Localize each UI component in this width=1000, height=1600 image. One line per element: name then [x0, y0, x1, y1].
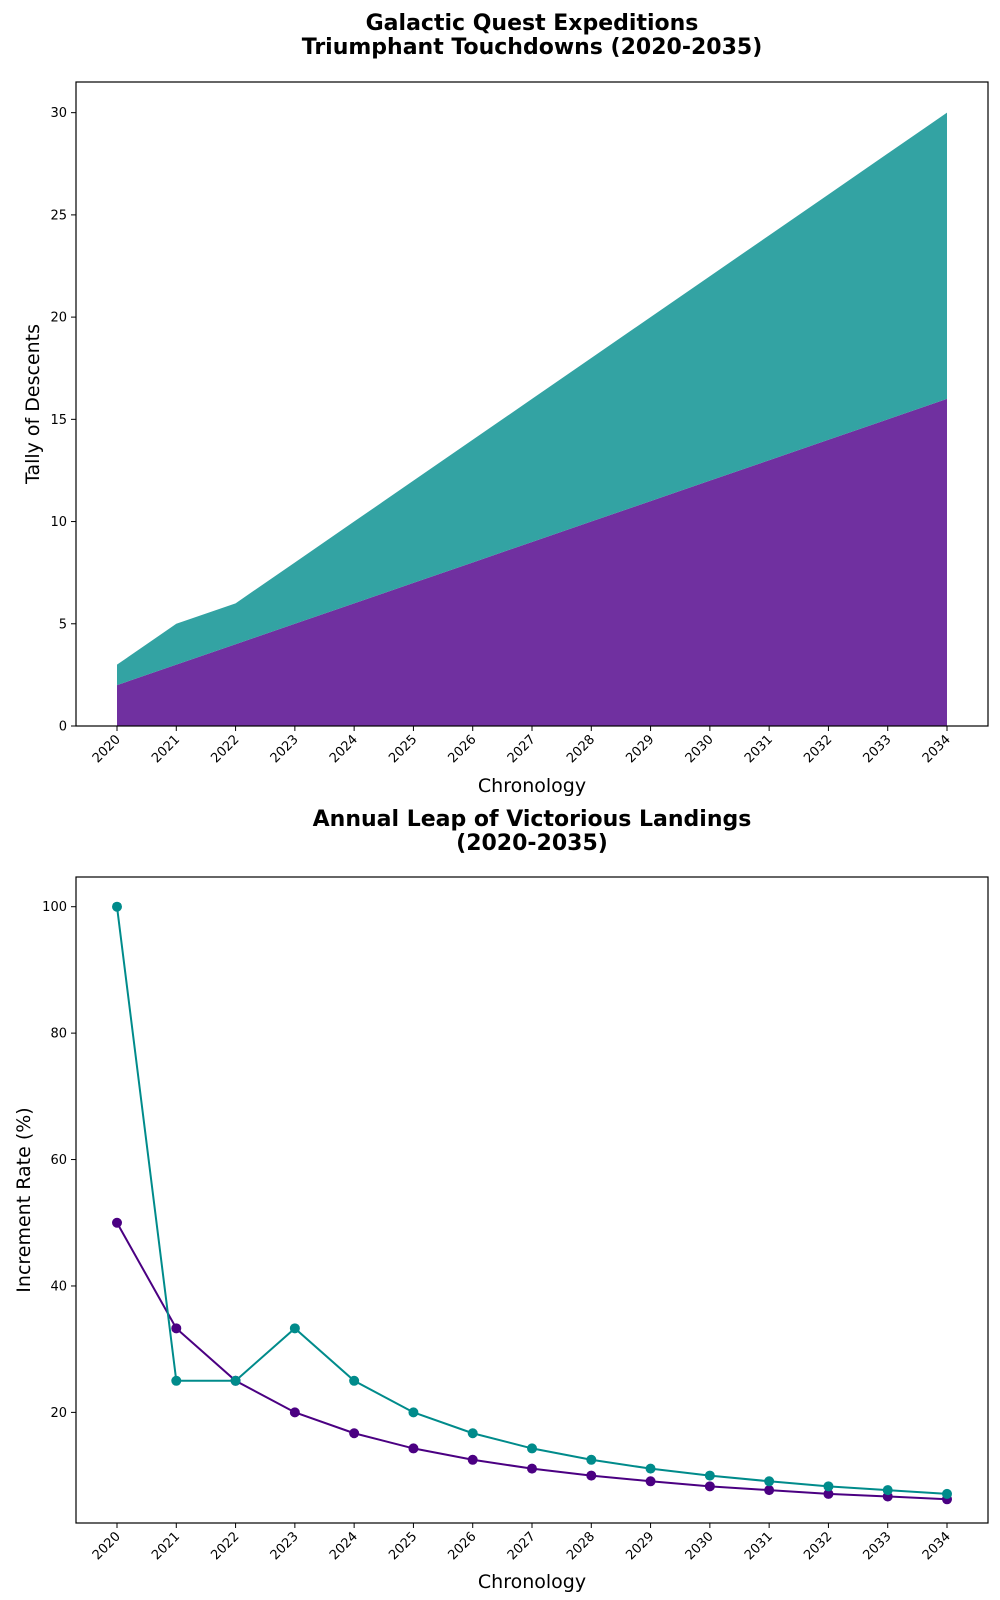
line-plot [112, 901, 952, 1505]
area-plot [117, 112, 947, 726]
x-tick-label: 2023 [268, 1529, 302, 1563]
x-tick-label: 2031 [742, 732, 776, 766]
area-series-2 [117, 112, 947, 686]
y-tick-label: 10 [50, 515, 67, 530]
x-axis: 2020 2021 2022 2023 2024 2025 2026 2027 2028 2029… [90, 726, 954, 766]
y-tick-label: 80 [50, 1027, 67, 1042]
line-series-1 [116, 1222, 948, 1501]
data-point-series-1 [112, 1217, 122, 1228]
x-tick-label: 2026 [446, 732, 480, 766]
x-tick-label: 2025 [386, 1529, 420, 1563]
y-tick-label: 15 [50, 413, 67, 428]
data-point-series-2 [230, 1375, 241, 1386]
data-point-series-1 [467, 1454, 478, 1465]
x-tick-label: 2030 [683, 1529, 717, 1563]
data-point-series-2 [289, 1323, 300, 1334]
y-tick-label: 0 [59, 720, 67, 735]
x-tick-label: 2034 [920, 732, 954, 766]
stacked-area-chart: Galactic Quest Expeditions Triumphant To… [22, 11, 989, 797]
y-tick-label: 5 [59, 617, 67, 632]
x-axis-label: Chronology [478, 775, 586, 797]
data-point-series-2 [823, 1481, 834, 1492]
data-point-series-1 [764, 1485, 775, 1496]
data-point-series-1 [527, 1463, 537, 1474]
data-point-series-2 [112, 901, 122, 912]
area-series-1 [117, 398, 947, 726]
data-point-series-2 [704, 1470, 715, 1481]
data-point-series-2 [408, 1407, 419, 1418]
x-tick-label: 2032 [801, 732, 835, 766]
x-tick-label: 2025 [386, 732, 420, 766]
x-tick-label: 2029 [623, 1529, 657, 1563]
x-tick-label: 2032 [801, 1529, 835, 1563]
y-axis: 0 5 10 15 20 25 30 [50, 106, 76, 735]
x-axis: 2020 2021 2022 2023 2024 2025 2026 2027 2028 2029… [90, 1523, 954, 1563]
y-tick-label: 60 [50, 1153, 67, 1168]
x-tick-label: 2020 [90, 732, 124, 766]
y-axis: 20 40 60 80 100 [42, 900, 76, 1421]
data-point-series-2 [764, 1476, 775, 1487]
x-axis-label: Chronology [478, 1571, 586, 1593]
x-tick-label: 2021 [149, 1529, 183, 1563]
chart-title-line-1: Annual Leap of Victorious Landings [313, 807, 752, 832]
x-tick-label: 2020 [90, 1529, 124, 1563]
x-tick-label: 2029 [623, 732, 657, 766]
chart-title-line-2: Triumphant Touchdowns (2020-2035) [302, 35, 763, 60]
data-point-series-1 [586, 1470, 597, 1481]
data-point-series-2 [467, 1428, 478, 1439]
y-tick-label: 40 [50, 1279, 67, 1294]
data-point-series-2 [942, 1488, 952, 1499]
chart-title-line-2: (2020-2035) [456, 831, 608, 856]
x-tick-label: 2030 [683, 732, 717, 766]
plot-frame [75, 876, 989, 1524]
x-tick-label: 2027 [505, 1529, 539, 1563]
data-point-series-1 [349, 1428, 360, 1439]
x-tick-label: 2028 [564, 732, 598, 766]
x-tick-label: 2033 [861, 1529, 895, 1563]
data-point-series-2 [349, 1375, 360, 1386]
chart-title-line-1: Galactic Quest Expeditions [366, 11, 699, 36]
data-point-series-1 [645, 1476, 656, 1487]
data-point-series-2 [586, 1454, 597, 1465]
data-point-series-1 [408, 1443, 419, 1454]
data-point-series-1 [823, 1488, 834, 1499]
data-point-series-2 [171, 1375, 182, 1386]
data-point-series-1 [289, 1407, 300, 1418]
y-axis-label: Tally of Descents [22, 324, 44, 485]
x-tick-label: 2031 [742, 1529, 776, 1563]
x-tick-label: 2024 [327, 1529, 361, 1563]
x-tick-label: 2028 [564, 1529, 598, 1563]
data-point-series-1 [704, 1481, 715, 1492]
line-series-2 [116, 906, 948, 1495]
x-tick-label: 2023 [268, 732, 302, 766]
x-tick-label: 2034 [920, 1529, 954, 1563]
data-point-series-1 [171, 1323, 182, 1334]
y-axis-label: Increment Rate (%) [13, 1107, 35, 1292]
data-point-series-2 [882, 1485, 893, 1496]
x-tick-label: 2024 [327, 732, 361, 766]
data-point-series-2 [645, 1463, 656, 1474]
line-chart: Annual Leap of Victorious Landings (2020… [13, 807, 989, 1593]
x-tick-label: 2033 [861, 732, 895, 766]
y-tick-label: 30 [50, 106, 67, 121]
y-tick-label: 20 [50, 311, 67, 326]
x-tick-label: 2022 [208, 1529, 242, 1563]
y-tick-label: 100 [42, 900, 67, 915]
y-tick-label: 20 [50, 1406, 67, 1421]
x-tick-label: 2026 [446, 1529, 480, 1563]
y-tick-label: 25 [50, 208, 67, 223]
data-point-series-2 [527, 1443, 537, 1454]
x-tick-label: 2027 [505, 732, 539, 766]
x-tick-label: 2022 [208, 732, 242, 766]
x-tick-label: 2021 [149, 732, 183, 766]
